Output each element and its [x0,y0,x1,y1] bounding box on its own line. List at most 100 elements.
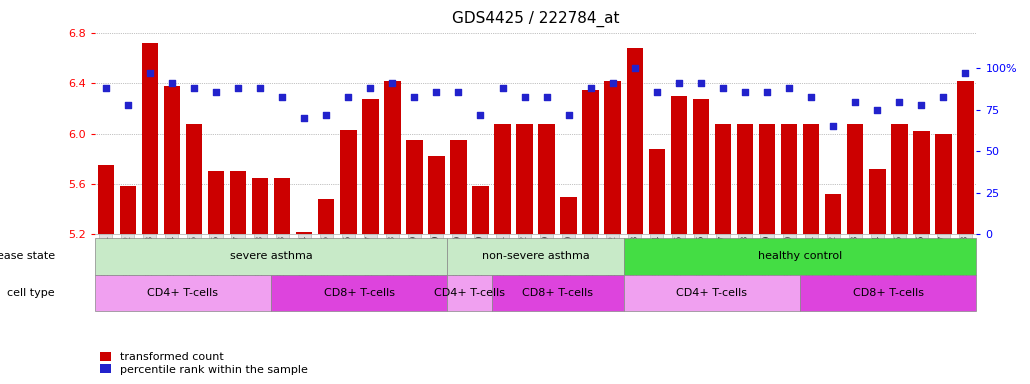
Point [185,85,202,91]
Bar [869,169,886,234]
Bar [624,238,976,275]
Bar [692,99,710,234]
Bar [649,149,665,234]
Text: CD4+ T-cells: CD4+ T-cells [677,288,748,298]
Point [494,85,511,91]
Bar [582,90,599,234]
Bar [913,131,930,234]
Point [802,93,819,99]
Point [318,112,335,118]
Bar [494,124,511,234]
Bar [406,140,422,234]
Bar [340,130,356,234]
Bar [362,99,379,234]
Point [759,88,776,94]
Text: CD4+ T-cells: CD4+ T-cells [434,288,505,298]
Bar [736,124,753,234]
Bar [208,171,225,234]
Point [340,93,356,99]
Point [274,93,290,99]
Point [428,88,445,94]
Bar [781,124,797,234]
Text: CD4+ T-cells: CD4+ T-cells [147,288,218,298]
Text: disease state: disease state [0,251,55,262]
Point [891,98,907,104]
Bar [624,275,800,311]
Point [847,98,863,104]
Point [472,112,488,118]
Point [692,80,709,86]
Point [384,80,401,86]
Bar [957,81,973,234]
Legend: transformed count, percentile rank within the sample: transformed count, percentile rank withi… [100,352,308,375]
Point [582,85,598,91]
Bar [560,197,577,234]
Text: CD8+ T-cells: CD8+ T-cells [853,288,924,298]
Bar [164,86,180,234]
Bar [715,124,731,234]
Bar [802,124,820,234]
Point [539,93,555,99]
Point [208,88,225,94]
Bar [274,178,290,234]
Point [450,88,467,94]
Point [869,107,886,113]
Bar [384,81,401,234]
Bar [447,238,624,275]
Text: non-severe asthma: non-severe asthma [482,251,589,262]
Point [164,80,180,86]
Bar [296,232,312,234]
Point [913,102,929,108]
Point [516,93,533,99]
Point [736,88,753,94]
Bar [891,124,907,234]
Bar [119,187,136,234]
Bar [141,43,159,234]
Point [362,85,378,91]
Bar [516,124,533,234]
Bar [800,275,976,311]
Bar [251,178,269,234]
Point [626,65,643,71]
Text: severe asthma: severe asthma [230,251,312,262]
Point [957,70,973,76]
Text: CD8+ T-cells: CD8+ T-cells [323,288,394,298]
Point [119,102,136,108]
Bar [95,275,271,311]
Bar [230,171,246,234]
Bar [98,165,114,234]
Point [935,93,952,99]
Title: GDS4425 / 222784_at: GDS4425 / 222784_at [452,11,619,27]
Point [781,85,797,91]
Point [825,123,842,129]
Text: cell type: cell type [7,288,55,298]
Bar [759,124,776,234]
Point [671,80,687,86]
Point [715,85,731,91]
Bar [428,156,445,234]
Point [605,80,621,86]
Bar [318,199,335,234]
Bar [935,134,952,234]
Point [296,115,312,121]
Bar [472,187,489,234]
Bar [605,81,621,234]
Bar [271,275,447,311]
Bar [539,124,555,234]
Text: healthy control: healthy control [758,251,843,262]
Bar [447,275,491,311]
Point [230,85,246,91]
Point [251,85,268,91]
Point [141,70,159,76]
Bar [491,275,624,311]
Bar [825,194,842,234]
Point [98,85,114,91]
Point [560,112,577,118]
Bar [95,238,447,275]
Bar [671,96,687,234]
Text: CD8+ T-cells: CD8+ T-cells [522,288,593,298]
Point [406,93,422,99]
Bar [185,124,202,234]
Bar [450,140,467,234]
Bar [847,124,863,234]
